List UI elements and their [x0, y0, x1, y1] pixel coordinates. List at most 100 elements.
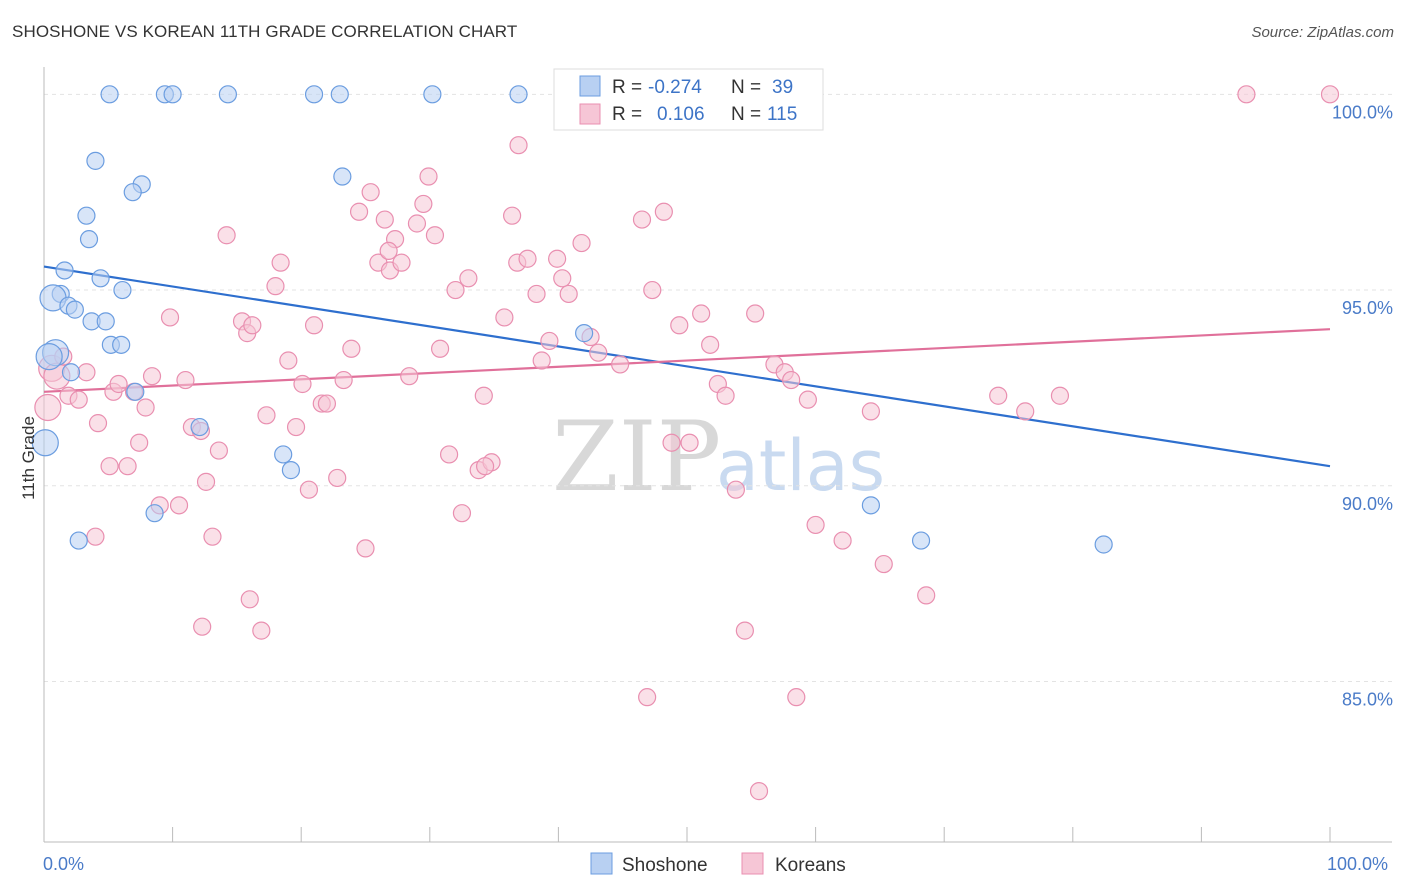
point-koreans-5 [69, 390, 88, 409]
legend-r-label-shoshone: R = [612, 77, 642, 98]
point-koreans-66 [503, 206, 522, 225]
point-koreans-85 [680, 433, 699, 452]
point-shoshone-22 [96, 312, 115, 331]
point-koreans-19 [169, 496, 189, 515]
point-koreans-11 [100, 457, 119, 476]
point-koreans-102 [989, 386, 1008, 405]
point-koreans-53 [407, 214, 427, 233]
watermark-zip: ZIP [552, 401, 721, 513]
point-koreans-59 [446, 280, 465, 300]
point-shoshone-3 [218, 85, 237, 104]
point-koreans-87 [701, 335, 720, 354]
point-koreans-44 [349, 202, 369, 221]
point-koreans-34 [279, 351, 298, 370]
point-koreans-103 [1016, 402, 1035, 421]
point-koreans-9 [109, 374, 128, 394]
point-shoshone-10 [123, 183, 142, 202]
legend-r-value-koreans: 0.106 [657, 104, 705, 125]
point-koreans-100 [874, 554, 893, 574]
point-koreans-65 [495, 308, 514, 327]
point-koreans-10 [118, 457, 137, 476]
point-koreans-71 [540, 331, 559, 351]
point-koreans-16 [142, 367, 162, 386]
point-koreans-83 [662, 433, 681, 452]
point-shoshone-27 [126, 382, 145, 401]
point-shoshone-20 [65, 300, 84, 319]
point-koreans-20 [176, 370, 195, 390]
y-axis-label: 11th Grade [19, 416, 38, 500]
point-koreans-68 [518, 249, 537, 268]
trendlines [43, 265, 1331, 468]
point-koreans-70 [532, 351, 551, 370]
point-shoshone-36 [1094, 535, 1113, 554]
point-koreans-14 [130, 433, 149, 452]
point-koreans-52 [400, 367, 419, 386]
point-shoshone-38 [35, 342, 63, 371]
point-koreans-81 [643, 280, 662, 300]
point-koreans-23 [196, 472, 216, 491]
point-koreans-73 [553, 269, 572, 288]
point-shoshone-8 [86, 151, 105, 170]
point-shoshone-6 [423, 85, 442, 104]
point-shoshone-7 [509, 85, 528, 104]
point-koreans-99 [833, 531, 852, 550]
point-koreans-58 [439, 445, 459, 464]
point-koreans-63 [474, 386, 493, 405]
point-koreans-84 [670, 316, 689, 335]
point-koreans-25 [209, 441, 228, 460]
point-shoshone-28 [190, 417, 209, 437]
point-koreans-90 [726, 480, 745, 499]
point-koreans-105 [1237, 85, 1256, 104]
point-koreans-32 [266, 277, 285, 296]
point-koreans-91 [735, 621, 754, 640]
point-koreans-51 [392, 253, 411, 272]
point-koreans-30 [252, 621, 271, 640]
point-koreans-38 [304, 316, 324, 335]
point-koreans-89 [716, 386, 735, 405]
point-koreans-115 [475, 457, 495, 476]
point-koreans-96 [787, 688, 806, 707]
point-shoshone-5 [330, 85, 349, 104]
point-koreans-109 [509, 136, 528, 155]
y-tick-label-1: 95.0% [1342, 298, 1393, 318]
point-shoshone-34 [861, 496, 880, 515]
point-koreans-80 [638, 688, 657, 707]
x-tick-label-max: 100.0% [1327, 854, 1388, 874]
legend-n-label-shoshone: N = [731, 77, 761, 98]
x-tick-labels: 0.0% 100.0% [43, 854, 1388, 874]
y-tick-label-3: 85.0% [1342, 690, 1393, 710]
point-koreans-111 [193, 617, 212, 636]
point-koreans-112 [749, 782, 769, 801]
point-koreans-104 [1050, 386, 1070, 405]
point-koreans-92 [746, 304, 765, 323]
point-shoshone-0 [100, 85, 119, 104]
point-koreans-106 [1320, 85, 1340, 104]
point-koreans-55 [419, 167, 438, 186]
legend-r-value-shoshone: -0.274 [648, 77, 702, 98]
point-koreans-6 [77, 363, 96, 382]
point-koreans-54 [414, 194, 433, 214]
point-koreans-78 [611, 355, 630, 374]
point-koreans-18 [160, 308, 180, 327]
point-shoshone-13 [79, 230, 99, 249]
point-koreans-36 [293, 374, 312, 394]
point-koreans-24 [203, 527, 222, 546]
point-shoshone-4 [304, 85, 324, 104]
point-koreans-60 [452, 504, 472, 523]
trendline-koreans [43, 328, 1331, 393]
point-shoshone-35 [911, 531, 931, 550]
point-koreans-86 [692, 304, 711, 323]
point-shoshone-29 [274, 445, 293, 464]
point-koreans-98 [806, 515, 825, 535]
point-koreans-26 [217, 226, 236, 245]
legend: R = -0.274 N = 39 R = 0.106 N = 115 [553, 68, 824, 131]
point-koreans-56 [425, 226, 445, 245]
point-shoshone-30 [281, 461, 301, 480]
y-tick-labels: 100.0% 95.0% 90.0% 85.0% [1332, 102, 1393, 709]
point-shoshone-24 [112, 335, 131, 354]
point-koreans-35 [286, 417, 306, 437]
bottom-legend-swatch-shoshone [590, 852, 613, 875]
y-tick-label-2: 90.0% [1342, 494, 1393, 514]
y-tick-label-0: 100.0% [1332, 102, 1393, 122]
point-koreans-72 [548, 249, 567, 268]
